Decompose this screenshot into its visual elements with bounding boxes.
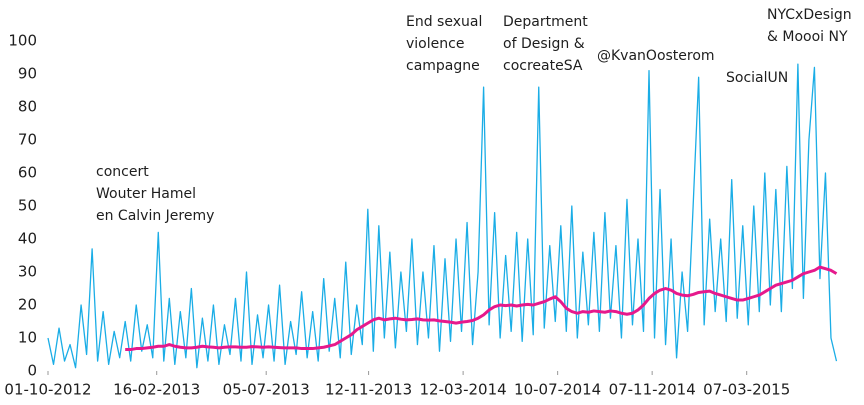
y-tick-label: 0 <box>27 362 37 380</box>
y-tick-label: 100 <box>8 32 37 50</box>
annotation: concert <box>96 164 149 180</box>
y-tick-label: 70 <box>18 131 37 149</box>
annotation: NYCxDesign <box>767 7 852 23</box>
y-tick-label: 40 <box>18 230 37 248</box>
y-tick-label: 20 <box>18 296 37 314</box>
x-tick-label: 12-03-2014 <box>420 381 507 399</box>
y-tick-label: 80 <box>18 98 37 116</box>
x-tick-label: 01-10-2012 <box>4 381 91 399</box>
y-tick-label: 90 <box>18 65 37 83</box>
x-tick-label: 07-11-2014 <box>609 381 696 399</box>
annotation: Wouter Hamel <box>96 186 196 202</box>
x-tick-label: 05-07-2013 <box>223 381 310 399</box>
annotation: Department <box>503 14 588 30</box>
y-tick-label: 50 <box>18 197 37 215</box>
annotation: en Calvin Jeremy <box>96 208 214 224</box>
y-tick-label: 60 <box>18 164 37 182</box>
x-tick-label: 12-11-2013 <box>325 381 412 399</box>
x-tick-label: 10-07-2014 <box>514 381 601 399</box>
y-tick-label: 30 <box>18 263 37 281</box>
average-line <box>125 265 838 352</box>
annotation: & Moooi NY <box>767 29 848 45</box>
annotation: End sexual <box>406 14 482 30</box>
annotation: of Design & <box>503 36 585 52</box>
daily-line <box>47 63 838 369</box>
annotation: cocreateSA <box>503 58 583 74</box>
annotation: SocialUN <box>726 70 788 86</box>
annotation: campagne <box>406 58 480 74</box>
x-tick-label: 07-03-2015 <box>703 381 790 399</box>
x-tick-label: 16-02-2013 <box>113 381 200 399</box>
y-tick-label: 10 <box>18 329 37 347</box>
annotation: @KvanOosterom <box>597 48 715 64</box>
annotation: violence <box>406 36 464 52</box>
